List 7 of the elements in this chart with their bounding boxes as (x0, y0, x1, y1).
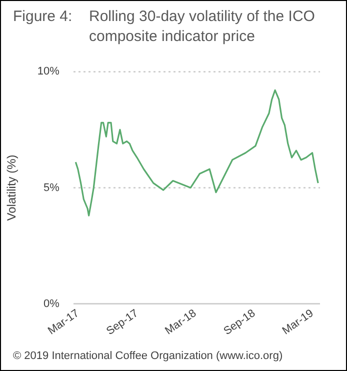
text: © 2019 International Coffee Organization (www.ico.org) (13, 350, 283, 362)
y-tick-label: 5% (44, 182, 60, 194)
y-tick-label: 10% (37, 66, 60, 78)
chart-title: Rolling 30-day volatility of the ICO composite indicator price (89, 7, 316, 47)
y-tick-label: 0% (44, 298, 60, 310)
y-axis-title: Volatility (%) (4, 154, 19, 221)
caption: Figure 4: (13, 7, 74, 27)
